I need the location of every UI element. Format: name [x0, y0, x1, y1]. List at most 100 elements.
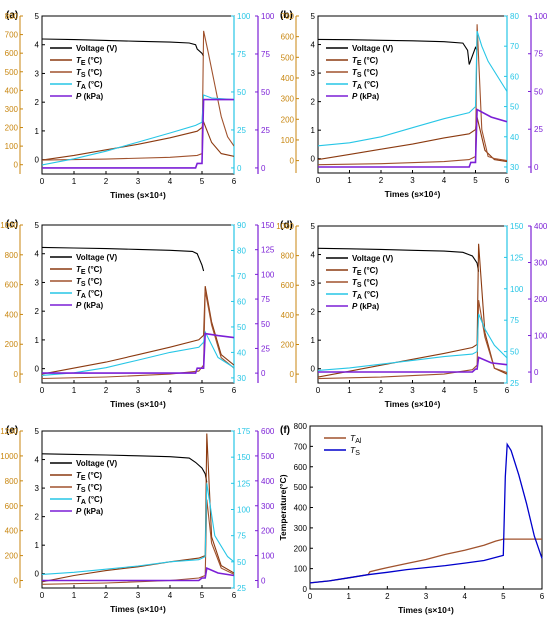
pressure-tick-label: 300 [261, 502, 275, 511]
legend-label: Voltage (V) [76, 44, 118, 53]
pressure-tick-label: 50 [261, 88, 270, 97]
ta-tick-label: 90 [237, 221, 246, 230]
panel-label: (e) [6, 425, 18, 436]
series-line-pkpa [42, 566, 234, 582]
x-tick-label: 6 [232, 591, 237, 600]
temperature-tick-label: 200 [5, 124, 19, 133]
legend-label: TS (°C) [352, 278, 378, 289]
voltage-tick-label: 3 [35, 278, 40, 287]
temperature-tick-label: 1000 [0, 221, 18, 230]
series-line-tac [42, 330, 234, 376]
pressure-tick-label: 0 [261, 164, 266, 173]
panel-label: (c) [6, 219, 18, 230]
series-line-voltagev [42, 246, 205, 272]
x-tick-label: 2 [385, 592, 390, 601]
ta-tick-label: 50 [510, 348, 519, 357]
x-tick-label: 3 [136, 177, 141, 186]
pressure-tick-label: 25 [261, 126, 270, 135]
ta-tick-label: 175 [237, 427, 251, 436]
ta-tick-label: 125 [510, 253, 524, 262]
y-tick-label: 800 [294, 422, 308, 431]
temperature-tick-label: 1000 [0, 452, 18, 461]
temperature-tick-label: 700 [281, 12, 295, 21]
x-tick-label: 1 [347, 176, 352, 185]
voltage-tick-label: 3 [35, 69, 40, 78]
temperature-tick-label: 600 [5, 502, 19, 511]
y-tick-label: 600 [294, 463, 308, 472]
y-tick-label: 300 [294, 524, 308, 533]
x-axis-label: Times (s×10⁴) [110, 604, 166, 614]
temperature-tick-label: 0 [14, 161, 19, 170]
x-tick-label: 4 [168, 177, 173, 186]
legend-label: TS [350, 445, 360, 457]
legend-label: TA (°C) [76, 495, 103, 506]
ta-tick-label: 125 [237, 479, 251, 488]
temperature-tick-label: 1200 [0, 427, 18, 436]
series-line-ts [309, 442, 543, 584]
temperature-tick-label: 800 [5, 477, 19, 486]
pressure-tick-label: 25 [261, 344, 270, 353]
x-tick-label: 2 [379, 386, 384, 395]
temperature-tick-label: 600 [281, 33, 295, 42]
ta-tick-label: 100 [237, 506, 251, 515]
voltage-tick-label: 4 [35, 456, 40, 465]
voltage-tick-label: 2 [311, 308, 316, 317]
ta-tick-label: 60 [510, 72, 519, 81]
ta-tick-label: 50 [237, 88, 246, 97]
x-tick-label: 1 [347, 386, 352, 395]
ta-tick-label: 150 [237, 453, 251, 462]
voltage-tick-label: 1 [311, 336, 316, 345]
legend-label: P (kPa) [352, 302, 379, 311]
x-tick-label: 3 [136, 591, 141, 600]
legend-label: TS (°C) [76, 483, 102, 494]
pressure-tick-label: 125 [261, 246, 275, 255]
ta-tick-label: 150 [510, 222, 524, 231]
ta-tick-label: 75 [237, 532, 246, 541]
temperature-tick-label: 400 [5, 310, 19, 319]
temperature-tick-label: 200 [5, 552, 19, 561]
x-tick-label: 6 [505, 176, 510, 185]
series-line-tac [42, 94, 234, 166]
y-tick-label: 200 [294, 544, 308, 553]
ta-tick-label: 60 [237, 297, 246, 306]
legend-label: P (kPa) [76, 301, 103, 310]
pressure-tick-label: 100 [534, 332, 548, 341]
voltage-tick-label: 1 [35, 127, 40, 136]
voltage-tick-label: 0 [311, 365, 316, 374]
panel-f: (f) 0 1 2 3 4 5 6 Times (s×10⁴) 0 100 200 300 400 500 6… [278, 422, 545, 615]
pressure-tick-label: 200 [534, 295, 548, 304]
voltage-tick-label: 4 [311, 41, 316, 50]
voltage-tick-label: 3 [311, 69, 316, 78]
pressure-tick-label: 0 [261, 369, 266, 378]
series-line-tec [318, 117, 507, 163]
y-tick-label: 400 [294, 504, 308, 513]
series-line-tec [318, 243, 507, 378]
ta-tick-label: 75 [510, 316, 519, 325]
y-tick-label: 0 [303, 585, 308, 594]
temperature-tick-label: 700 [5, 31, 19, 40]
ta-tick-label: 25 [237, 126, 246, 135]
voltage-tick-label: 4 [311, 251, 316, 260]
panel-label: (f) [280, 425, 290, 436]
temperature-tick-label: 500 [5, 68, 19, 77]
temperature-tick-label: 100 [281, 136, 295, 145]
legend-label: TE (°C) [76, 56, 102, 67]
x-axis-label: Times (s×10⁴) [110, 399, 166, 409]
x-tick-label: 3 [410, 386, 415, 395]
legend-label: TE (°C) [76, 471, 102, 482]
pressure-tick-label: 75 [534, 50, 543, 59]
legend-label: TA (°C) [76, 289, 103, 300]
series-line-tsc [318, 300, 507, 380]
y-axis-label: Temperature(°C) [278, 474, 288, 540]
x-axis-label: Times (s×10⁴) [385, 189, 441, 199]
temperature-tick-label: 600 [5, 49, 19, 58]
legend-label: TA (°C) [352, 80, 379, 91]
pressure-tick-label: 150 [261, 221, 275, 230]
temperature-tick-label: 800 [5, 251, 19, 260]
temperature-tick-label: 300 [281, 95, 295, 104]
x-tick-label: 1 [72, 177, 77, 186]
x-axis-label: Times (s×10⁴) [398, 605, 454, 615]
ta-tick-label: 80 [237, 246, 246, 255]
